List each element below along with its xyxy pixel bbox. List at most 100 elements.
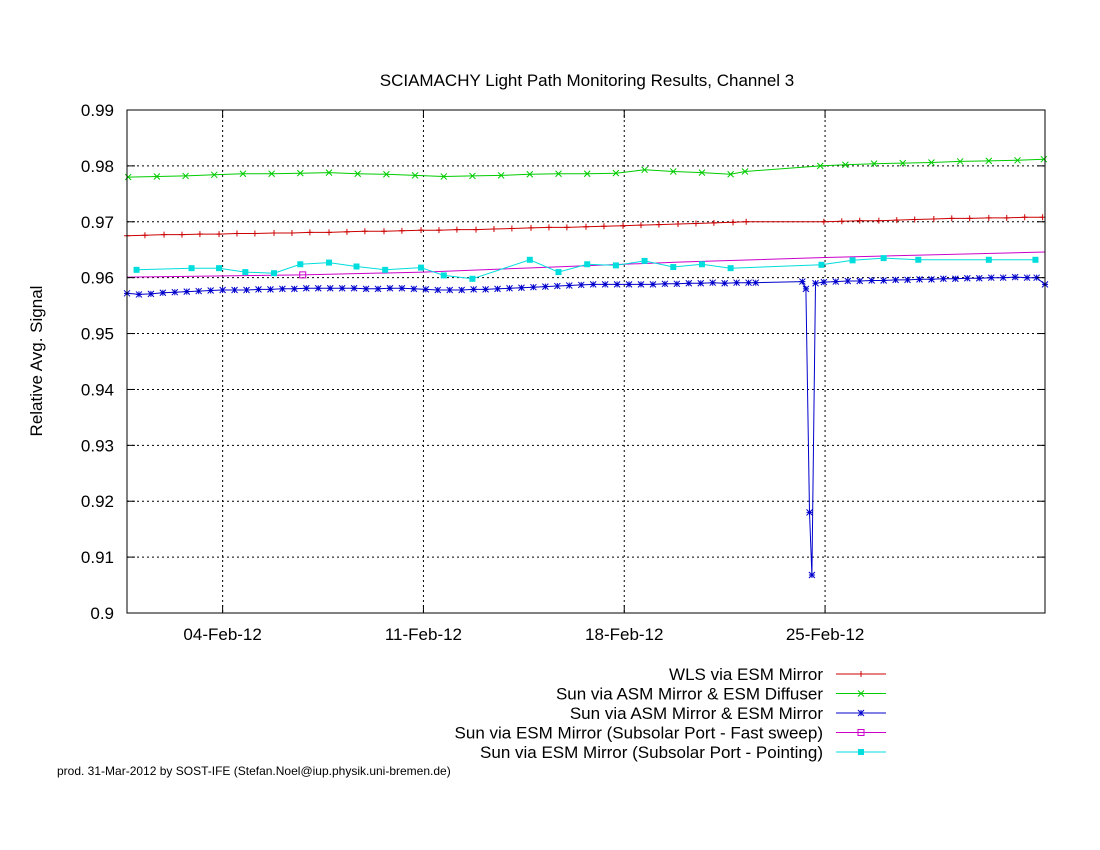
- data-point: [1040, 155, 1048, 163]
- data-point: [1003, 214, 1010, 221]
- data-point: [216, 265, 223, 272]
- data-point: [625, 281, 633, 288]
- data-point: [343, 228, 350, 235]
- data-point: [528, 224, 535, 231]
- x-tick-label: 25-Feb-12: [786, 625, 864, 644]
- data-point: [470, 286, 477, 293]
- data-point: [296, 169, 304, 177]
- data-point: [820, 278, 828, 286]
- data-point: [675, 221, 682, 228]
- data-point: [685, 279, 693, 287]
- data-point: [612, 262, 619, 269]
- data-point: [161, 231, 168, 238]
- data-point: [892, 276, 899, 284]
- data-point: [589, 281, 597, 288]
- data-point: [361, 228, 368, 235]
- data-point: [899, 159, 907, 167]
- axis-ticks: 0.9 0.91 0.92 0.93 0.94 0.95 0.96 0.97 0.98 0.99 0…: [81, 101, 1045, 644]
- data-point: [526, 256, 533, 263]
- y-tick-label: 0.91: [81, 548, 114, 567]
- data-point: [698, 261, 705, 268]
- data-point: [268, 170, 275, 178]
- series-line: [128, 158, 1044, 178]
- data-point: [816, 162, 824, 170]
- data-point: [649, 281, 657, 288]
- data-point: [870, 160, 878, 168]
- data-point: [135, 291, 143, 298]
- data-point: [382, 266, 389, 273]
- data-point: [808, 571, 816, 579]
- data-point: [542, 283, 549, 290]
- data-point: [380, 228, 387, 235]
- data-point: [948, 215, 955, 222]
- data-point: [299, 271, 307, 279]
- data-point: [798, 278, 806, 285]
- legend-label: Sun via ESM Mirror (Subsolar Port - Fast…: [455, 724, 823, 743]
- legend-label: WLS via ESM Mirror: [669, 665, 823, 684]
- x-tick-label: 04-Feb-12: [183, 625, 261, 644]
- data-point: [473, 226, 480, 233]
- data-point: [362, 285, 370, 293]
- data-point: [820, 218, 827, 225]
- data-point: [1011, 273, 1019, 281]
- data-point: [812, 279, 819, 287]
- data-point: [930, 215, 937, 222]
- data-point: [555, 170, 562, 178]
- data-point: [141, 232, 148, 239]
- data-point: [219, 286, 226, 294]
- data-point: [469, 275, 476, 282]
- data-point: [697, 279, 705, 287]
- data-point: [730, 219, 737, 226]
- data-point: [641, 166, 648, 174]
- data-point: [422, 286, 430, 293]
- data-point: [279, 285, 286, 293]
- data-point: [453, 226, 460, 233]
- data-point: [1032, 256, 1039, 263]
- data-point: [526, 170, 534, 178]
- y-tick-label: 0.99: [81, 101, 114, 120]
- grid-lines: [127, 110, 1045, 613]
- data-point: [124, 173, 132, 181]
- data-point: [1014, 156, 1021, 164]
- legend-label: Sun via ASM Mirror & ESM Diffuser: [556, 685, 823, 704]
- data-point: [497, 172, 505, 179]
- data-point: [600, 223, 607, 230]
- footer-credit: prod. 31-Mar-2012 by SOST-IFE (Stefan.No…: [57, 764, 451, 778]
- data-point: [802, 285, 810, 293]
- data-point: [243, 286, 250, 294]
- data-point: [306, 229, 313, 236]
- data-point: [398, 227, 405, 234]
- y-axis-label: Relative Avg. Signal: [27, 286, 46, 437]
- data-point: [314, 284, 322, 292]
- data-point: [743, 218, 750, 225]
- data-point: [1021, 214, 1028, 221]
- data-point: [255, 286, 262, 293]
- data-point: [915, 256, 922, 263]
- data-point: [727, 265, 734, 272]
- data-point: [880, 255, 887, 262]
- data-point: [490, 226, 497, 233]
- data-point: [508, 225, 515, 232]
- series-5: [133, 255, 1039, 282]
- data-point: [326, 259, 333, 266]
- data-point: [553, 282, 561, 290]
- data-point: [661, 280, 669, 288]
- data-point: [670, 264, 677, 271]
- data-point: [692, 220, 699, 227]
- data-point: [398, 284, 406, 292]
- data-point: [555, 269, 562, 276]
- data-point: [985, 157, 993, 165]
- data-point: [418, 227, 425, 234]
- data-point: [966, 215, 973, 222]
- data-point: [583, 170, 591, 178]
- series-group: [123, 155, 1049, 579]
- data-point: [506, 284, 513, 292]
- data-point: [733, 279, 740, 287]
- data-point: [637, 222, 644, 229]
- data-point: [383, 170, 390, 178]
- data-point: [893, 217, 900, 224]
- data-point: [916, 275, 923, 283]
- data-point: [133, 266, 140, 273]
- data-point: [196, 231, 203, 238]
- data-point: [842, 161, 849, 169]
